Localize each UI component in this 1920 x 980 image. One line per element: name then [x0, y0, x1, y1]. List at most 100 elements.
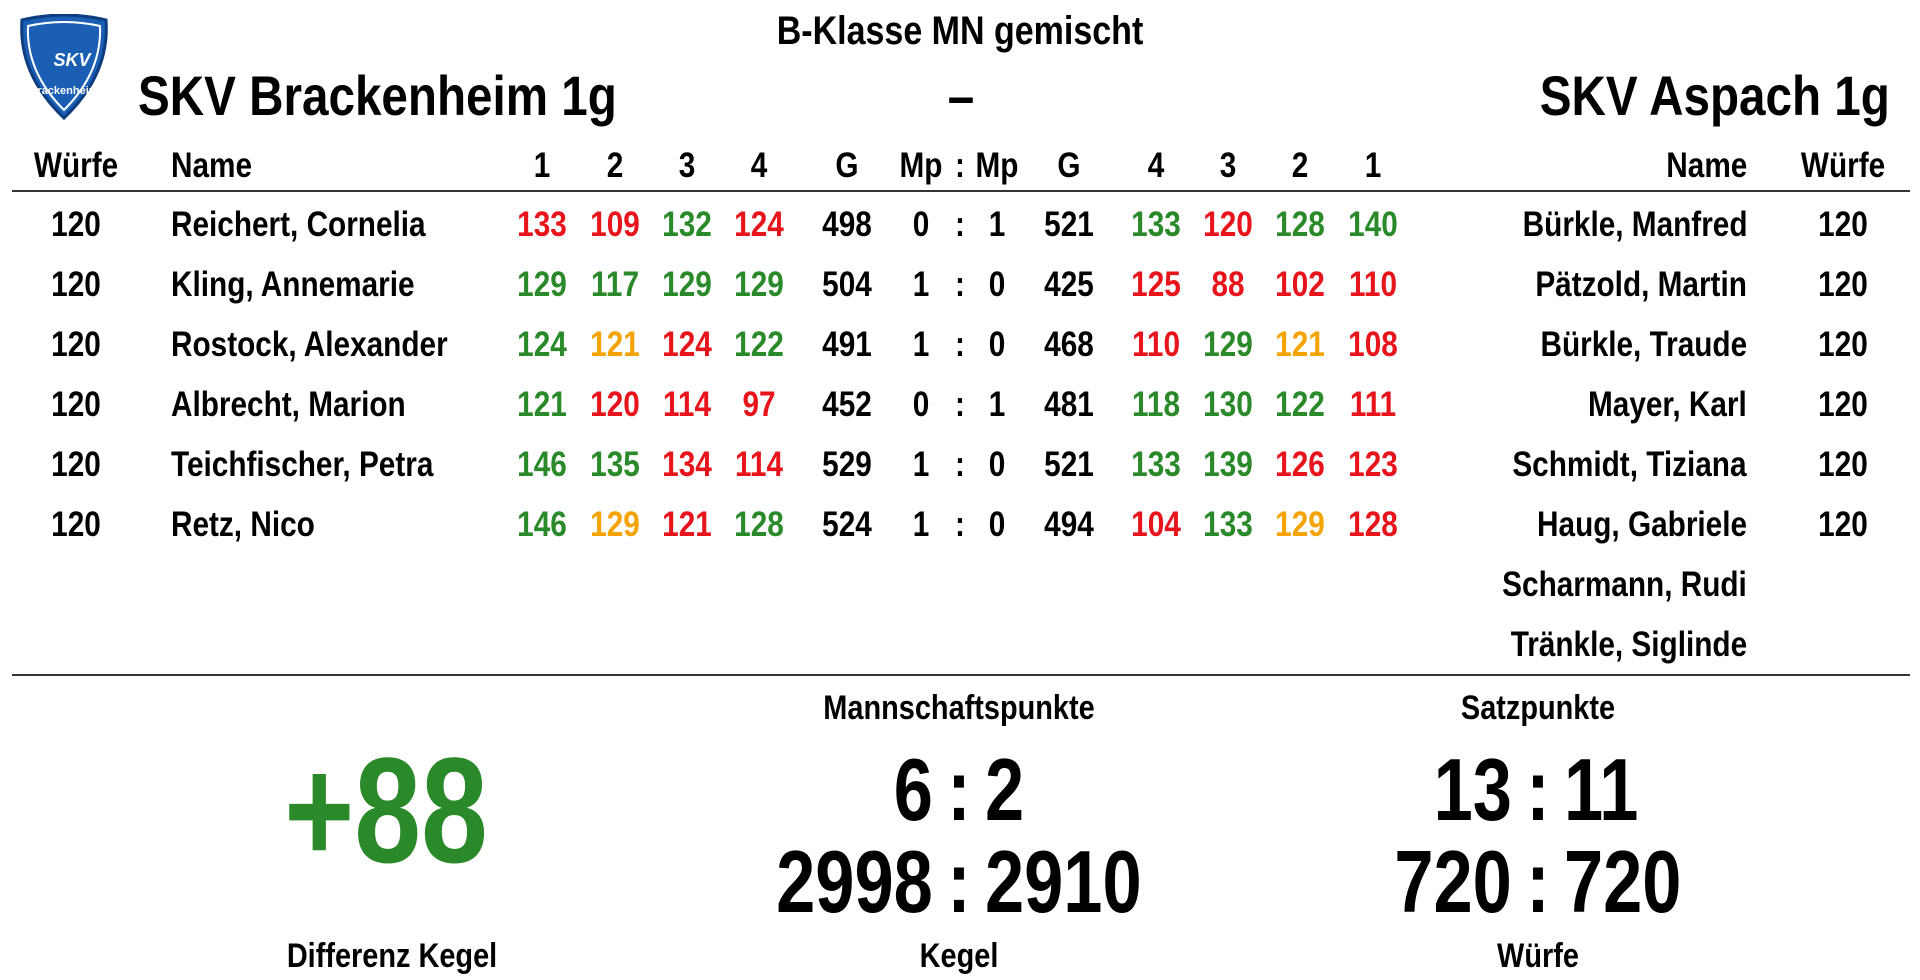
set-score: 104	[1131, 504, 1181, 544]
total: 491	[822, 324, 872, 364]
colon: :	[955, 264, 965, 304]
set-score: 139	[1203, 444, 1253, 484]
match-point: 0	[988, 324, 1006, 364]
set-score: 121	[590, 324, 640, 364]
column-header: 1	[1364, 145, 1382, 185]
colon: :	[955, 504, 965, 544]
column-header: 1	[533, 145, 551, 185]
throws: 120	[1818, 324, 1868, 364]
summary-away: 2	[985, 740, 1025, 839]
match-point: 1	[912, 444, 930, 484]
summary-home: 2998	[775, 832, 933, 931]
summary-rule	[12, 674, 1910, 676]
set-score: 118	[1132, 384, 1180, 424]
throws: 120	[51, 324, 101, 364]
summary-colon: :	[1526, 740, 1550, 839]
set-score: 133	[1203, 504, 1253, 544]
club-logo: SKV Brackenheim	[20, 14, 108, 121]
column-header: Würfe	[33, 145, 119, 185]
set-score: 124	[734, 204, 784, 244]
column-header: Name	[171, 145, 253, 185]
player-name: Schmidt, Tiziana	[1512, 444, 1747, 484]
set-score: 111	[1349, 384, 1397, 424]
set-score: 135	[590, 444, 640, 484]
set-score: 132	[662, 204, 712, 244]
throws: 120	[1818, 504, 1868, 544]
total: 524	[822, 504, 872, 544]
total: 504	[822, 264, 872, 304]
throws: 120	[51, 504, 101, 544]
throws: 120	[1818, 264, 1868, 304]
set-score: 122	[1275, 384, 1325, 424]
header-rule	[12, 190, 1910, 192]
match-point: 0	[912, 204, 930, 244]
total: 494	[1044, 504, 1094, 544]
column-header: 4	[1147, 145, 1165, 185]
match-point: 0	[912, 384, 930, 424]
column-header: Mp	[975, 145, 1019, 185]
set-score: 109	[590, 204, 640, 244]
colon: :	[955, 384, 965, 424]
column-header: G	[835, 145, 859, 185]
set-score: 129	[1275, 504, 1325, 544]
set-score: 130	[1203, 384, 1253, 424]
total: 521	[1044, 204, 1094, 244]
throws: 120	[51, 444, 101, 484]
player-name: Bürkle, Manfred	[1522, 204, 1747, 244]
match-point: 1	[912, 504, 930, 544]
throws: 120	[51, 264, 101, 304]
total: 521	[1044, 444, 1094, 484]
total: 468	[1044, 324, 1094, 364]
set-score: 124	[517, 324, 567, 364]
summary-label: Mannschaftspunkte	[823, 689, 1095, 727]
match-point: 0	[988, 504, 1006, 544]
column-header: :	[955, 145, 965, 185]
set-score: 121	[662, 504, 712, 544]
away-team: SKV Aspach 1g	[1539, 64, 1890, 127]
set-score: 120	[590, 384, 640, 424]
total: 481	[1044, 384, 1094, 424]
set-score: 128	[734, 504, 784, 544]
home-team: SKV Brackenheim 1g	[138, 64, 617, 127]
column-header: G	[1057, 145, 1081, 185]
player-name: Retz, Nico	[171, 504, 315, 544]
player-name: Teichfischer, Petra	[171, 444, 434, 484]
throws: 120	[1818, 384, 1868, 424]
set-score: 129	[1203, 324, 1253, 364]
set-score: 97	[742, 384, 776, 424]
league-title: B-Klasse MN gemischt	[776, 9, 1144, 53]
summary-home: 13	[1433, 740, 1512, 839]
team-separator: –	[947, 64, 975, 127]
throws: 120	[1818, 444, 1868, 484]
player-name: Reichert, Cornelia	[171, 204, 426, 244]
column-header: 2	[1291, 145, 1309, 185]
set-score: 140	[1348, 204, 1398, 244]
reserve-name: Tränkle, Siglinde	[1510, 624, 1747, 664]
colon: :	[955, 204, 965, 244]
set-score: 122	[734, 324, 784, 364]
set-score: 129	[734, 264, 784, 304]
set-score: 133	[1131, 204, 1181, 244]
set-score: 126	[1275, 444, 1325, 484]
summary-colon: :	[947, 832, 971, 931]
set-score: 123	[1348, 444, 1398, 484]
summary-home: 6	[893, 740, 933, 839]
total: 452	[822, 384, 872, 424]
column-header: Mp	[899, 145, 943, 185]
match-point: 0	[988, 264, 1006, 304]
summary-home: 720	[1394, 832, 1512, 931]
set-score: 128	[1275, 204, 1325, 244]
set-score: 134	[662, 444, 712, 484]
summary-label: Satzpunkte	[1460, 689, 1616, 727]
throws: 120	[51, 384, 101, 424]
set-score: 108	[1348, 324, 1398, 364]
throws: 120	[1818, 204, 1868, 244]
set-score: 117	[591, 264, 639, 304]
match-point: 1	[912, 324, 930, 364]
total: 498	[822, 204, 872, 244]
set-score: 114	[735, 444, 783, 484]
summary-away: 2910	[985, 832, 1143, 931]
match-point: 1	[988, 384, 1006, 424]
column-header: 3	[678, 145, 696, 185]
